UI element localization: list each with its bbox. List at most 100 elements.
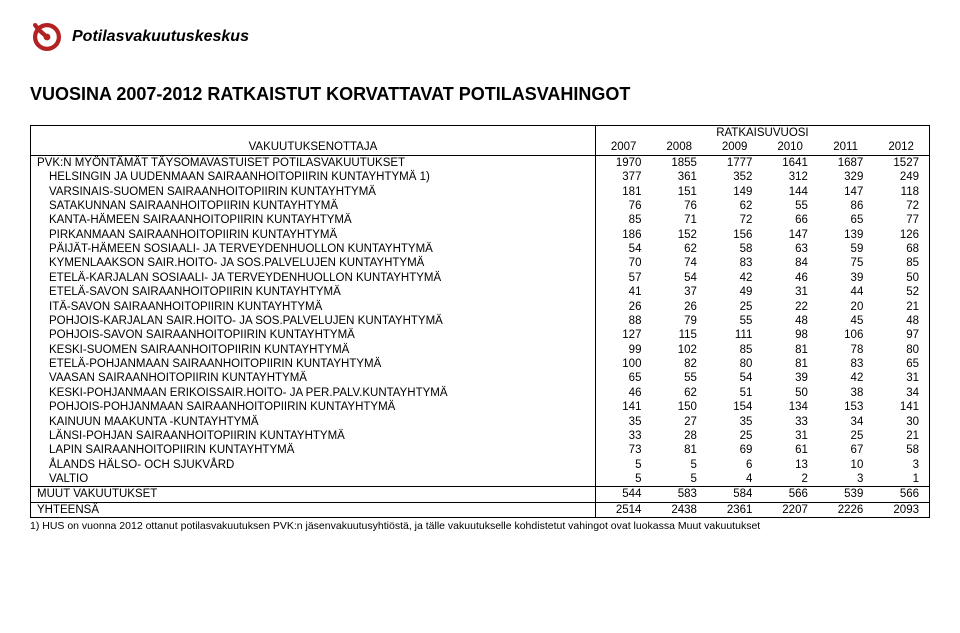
table-cell: 44 bbox=[818, 285, 873, 299]
footnote: 1) HUS on vuonna 2012 ottanut potilasvak… bbox=[30, 520, 930, 532]
table-cell: 83 bbox=[707, 256, 762, 270]
table-cell: 27 bbox=[651, 415, 706, 429]
logo-icon bbox=[30, 20, 64, 54]
table-cell: 147 bbox=[762, 228, 817, 242]
table-cell: 5 bbox=[651, 458, 706, 472]
table-cell: 81 bbox=[762, 357, 817, 371]
table-cell: 13 bbox=[762, 458, 817, 472]
table-cell: 152 bbox=[651, 228, 706, 242]
pvk-header-value: 1777 bbox=[707, 155, 762, 170]
table-cell: 144 bbox=[762, 185, 817, 199]
yhteensa-value: 2514 bbox=[595, 502, 651, 517]
table-row-label: HELSINGIN JA UUDENMAAN SAIRAANHOITOPIIRI… bbox=[31, 170, 596, 184]
table-cell: 45 bbox=[818, 314, 873, 328]
table-cell: 81 bbox=[651, 443, 706, 457]
table-cell: 5 bbox=[651, 472, 706, 487]
table-cell: 37 bbox=[651, 285, 706, 299]
header-blank bbox=[31, 126, 596, 141]
table-cell: 141 bbox=[595, 400, 651, 414]
table-row-label: ITÄ-SAVON SAIRAANHOITOPIIRIN KUNTAYHTYMÄ bbox=[31, 300, 596, 314]
table-cell: 28 bbox=[651, 429, 706, 443]
muut-value: 566 bbox=[762, 487, 817, 502]
table-cell: 38 bbox=[818, 386, 873, 400]
table-cell: 26 bbox=[595, 300, 651, 314]
pvk-header-value: 1641 bbox=[762, 155, 817, 170]
table-cell: 33 bbox=[595, 429, 651, 443]
table-cell: 127 bbox=[595, 328, 651, 342]
muut-label: MUUT VAKUUTUKSET bbox=[31, 487, 596, 502]
table-cell: 66 bbox=[762, 213, 817, 227]
table-cell: 51 bbox=[707, 386, 762, 400]
table-cell: 70 bbox=[595, 256, 651, 270]
table-cell: 55 bbox=[651, 371, 706, 385]
table-row-label: POHJOIS-KARJALAN SAIR.HOITO- JA SOS.PALV… bbox=[31, 314, 596, 328]
table-cell: 83 bbox=[818, 357, 873, 371]
header-group: RATKAISUVUOSI bbox=[595, 126, 929, 141]
table-cell: 75 bbox=[818, 256, 873, 270]
data-table: RATKAISUVUOSIVAKUUTUKSENOTTAJA2007200820… bbox=[30, 125, 930, 518]
table-cell: 39 bbox=[762, 371, 817, 385]
table-row-label: SATAKUNNAN SAIRAANHOITOPIIRIN KUNTAYHTYM… bbox=[31, 199, 596, 213]
table-cell: 5 bbox=[595, 472, 651, 487]
table-cell: 72 bbox=[873, 199, 929, 213]
muut-value: 584 bbox=[707, 487, 762, 502]
table-cell: 111 bbox=[707, 328, 762, 342]
table-cell: 312 bbox=[762, 170, 817, 184]
table-cell: 98 bbox=[762, 328, 817, 342]
table-cell: 42 bbox=[707, 271, 762, 285]
table-row-label: POHJOIS-SAVON SAIRAANHOITOPIIRIN KUNTAYH… bbox=[31, 328, 596, 342]
year-header: 2012 bbox=[873, 140, 929, 155]
table-cell: 65 bbox=[818, 213, 873, 227]
table-cell: 249 bbox=[873, 170, 929, 184]
table-cell: 21 bbox=[873, 300, 929, 314]
table-row-label: POHJOIS-POHJANMAAN SAIRAANHOITOPIIRIN KU… bbox=[31, 400, 596, 414]
table-cell: 352 bbox=[707, 170, 762, 184]
table-cell: 61 bbox=[762, 443, 817, 457]
table-cell: 25 bbox=[818, 429, 873, 443]
table-cell: 34 bbox=[873, 386, 929, 400]
table-cell: 97 bbox=[873, 328, 929, 342]
year-header: 2011 bbox=[818, 140, 873, 155]
yhteensa-value: 2226 bbox=[818, 502, 873, 517]
table-cell: 65 bbox=[873, 357, 929, 371]
pvk-header-value: 1687 bbox=[818, 155, 873, 170]
table-cell: 76 bbox=[595, 199, 651, 213]
pvk-header-label: PVK:N MYÖNTÄMÄT TÄYSOMAVASTUISET POTILAS… bbox=[31, 155, 596, 170]
table-cell: 39 bbox=[818, 271, 873, 285]
muut-value: 583 bbox=[651, 487, 706, 502]
table-cell: 80 bbox=[873, 343, 929, 357]
table-cell: 57 bbox=[595, 271, 651, 285]
table-cell: 52 bbox=[873, 285, 929, 299]
table-cell: 73 bbox=[595, 443, 651, 457]
table-cell: 84 bbox=[762, 256, 817, 270]
table-cell: 118 bbox=[873, 185, 929, 199]
table-row-label: KANTA-HÄMEEN SAIRAANHOITOPIIRIN KUNTAYHT… bbox=[31, 213, 596, 227]
logo-row: Potilasvakuutuskeskus bbox=[30, 20, 930, 54]
table-cell: 156 bbox=[707, 228, 762, 242]
table-cell: 4 bbox=[707, 472, 762, 487]
table-cell: 46 bbox=[762, 271, 817, 285]
table-cell: 329 bbox=[818, 170, 873, 184]
table-cell: 34 bbox=[818, 415, 873, 429]
muut-value: 539 bbox=[818, 487, 873, 502]
table-cell: 50 bbox=[762, 386, 817, 400]
table-cell: 5 bbox=[595, 458, 651, 472]
table-cell: 85 bbox=[707, 343, 762, 357]
table-cell: 62 bbox=[707, 199, 762, 213]
table-cell: 46 bbox=[595, 386, 651, 400]
table-cell: 50 bbox=[873, 271, 929, 285]
table-row-label: VAASAN SAIRAANHOITOPIIRIN KUNTAYHTYMÄ bbox=[31, 371, 596, 385]
table-cell: 54 bbox=[595, 242, 651, 256]
table-cell: 71 bbox=[651, 213, 706, 227]
table-row-label: ETELÄ-POHJANMAAN SAIRAANHOITOPIIRIN KUNT… bbox=[31, 357, 596, 371]
table-cell: 48 bbox=[762, 314, 817, 328]
year-header: 2010 bbox=[762, 140, 817, 155]
table-cell: 58 bbox=[873, 443, 929, 457]
table-cell: 21 bbox=[873, 429, 929, 443]
table-cell: 139 bbox=[818, 228, 873, 242]
table-cell: 85 bbox=[873, 256, 929, 270]
year-header: 2008 bbox=[651, 140, 706, 155]
table-row-label: KESKI-SUOMEN SAIRAANHOITOPIIRIN KUNTAYHT… bbox=[31, 343, 596, 357]
table-cell: 58 bbox=[707, 242, 762, 256]
table-cell: 79 bbox=[651, 314, 706, 328]
